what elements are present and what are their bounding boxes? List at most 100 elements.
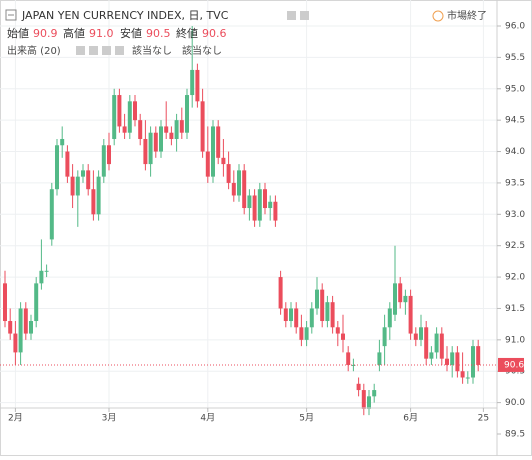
y-tick-label: 94.5: [505, 116, 525, 126]
candle-body: [278, 277, 283, 309]
candle-body: [294, 308, 299, 328]
candle-body: [96, 176, 101, 215]
candle-body: [8, 321, 13, 334]
candle-body: [221, 157, 226, 165]
candle-body: [143, 138, 148, 165]
x-tick-label: 2月: [8, 413, 23, 424]
candle-body: [205, 151, 210, 177]
candle-body: [34, 283, 39, 322]
candle-body: [429, 352, 434, 359]
volume-icon[interactable]: [76, 46, 85, 55]
y-tick-label: 94.0: [505, 147, 525, 157]
candle-body: [372, 390, 377, 397]
volume-value: 該当なし: [132, 44, 172, 57]
candle-body: [65, 151, 70, 177]
candle-body: [127, 101, 132, 133]
candle-body: [195, 69, 200, 102]
y-tick-label: 90.0: [505, 398, 525, 408]
candle-body: [190, 69, 195, 96]
candle-body: [424, 327, 429, 359]
candle-body: [471, 346, 475, 378]
candle-body: [91, 189, 96, 215]
candle-body: [216, 126, 221, 158]
candle-body: [148, 132, 153, 165]
candle-body: [299, 327, 304, 340]
ohlc-label: 高値: [63, 26, 85, 40]
candle-body: [273, 201, 278, 221]
settings-icon[interactable]: [287, 11, 296, 20]
candle-body: [23, 308, 28, 334]
candle-body: [413, 333, 418, 340]
ohlc-value: 90.6: [202, 27, 227, 40]
volume-icon[interactable]: [89, 46, 98, 55]
y-tick-label: 95.0: [505, 84, 525, 94]
candle-body: [81, 170, 85, 177]
candle-body: [455, 352, 460, 372]
candle-body: [226, 164, 231, 183]
candle-body: [335, 327, 340, 334]
ohlc-value: 90.5: [146, 27, 171, 40]
y-tick-label: 91.5: [505, 304, 525, 314]
candle-body: [44, 270, 49, 272]
candle-body: [351, 364, 356, 366]
x-tick-label: 4月: [200, 413, 215, 424]
candle-body: [60, 138, 65, 146]
candle-body: [75, 176, 80, 196]
x-tick-label: 25: [478, 414, 489, 424]
ohlc-value: 90.9: [33, 27, 58, 40]
candle-body: [356, 383, 361, 391]
candle-body: [367, 396, 371, 409]
candle-body: [179, 120, 184, 133]
candle-body: [382, 327, 387, 347]
close-icon[interactable]: [300, 11, 309, 20]
x-tick-label: 3月: [102, 413, 117, 424]
candle-body: [231, 182, 236, 196]
candle-body: [304, 327, 309, 340]
last-price-box: [498, 357, 524, 372]
y-tick-label: 92.5: [505, 241, 525, 251]
y-tick-label: 93.0: [505, 210, 525, 220]
candle-body: [450, 352, 455, 365]
ohlc-label: 始値: [7, 26, 29, 40]
candle-body: [13, 333, 18, 353]
x-tick-label: 5月: [299, 413, 314, 424]
candle-body: [434, 333, 439, 353]
candle-body: [18, 308, 23, 353]
candle-body: [70, 176, 75, 196]
candle-body: [268, 201, 273, 209]
volume-icon[interactable]: [102, 46, 111, 55]
candle-body: [39, 270, 44, 284]
x-tick-label: 6月: [403, 413, 418, 424]
candle-body: [315, 289, 319, 309]
candle-body: [403, 295, 408, 303]
candle-body: [330, 302, 335, 328]
candle-body: [476, 346, 481, 365]
candle-body: [346, 352, 351, 365]
ohlc-label: 終値: [176, 26, 198, 40]
volume-icon[interactable]: [115, 46, 124, 55]
candle-body: [408, 295, 413, 334]
collapse-button[interactable]: [5, 9, 17, 21]
y-tick-label: 96.0: [505, 22, 525, 32]
candle-body: [117, 95, 122, 127]
candle-body: [107, 145, 111, 165]
y-tick-label: 91.0: [505, 335, 525, 345]
y-tick-label: 95.5: [505, 53, 525, 63]
candle-body: [122, 126, 127, 133]
candle-body: [153, 132, 158, 152]
y-tick-label: 92.0: [505, 273, 525, 283]
candle-body: [325, 302, 330, 322]
candle-body: [247, 195, 252, 209]
candle-body: [393, 283, 397, 315]
candle-body: [164, 126, 169, 133]
candle-body: [377, 352, 382, 365]
y-tick-label: 93.5: [505, 178, 525, 188]
candle-body: [289, 308, 293, 322]
candle-body: [237, 170, 241, 196]
candle-body: [252, 195, 257, 221]
volume-label: 出来高 (20): [7, 44, 61, 57]
candle-body: [398, 283, 403, 303]
candle-body: [3, 283, 7, 322]
volume-value: 該当なし: [182, 44, 222, 57]
